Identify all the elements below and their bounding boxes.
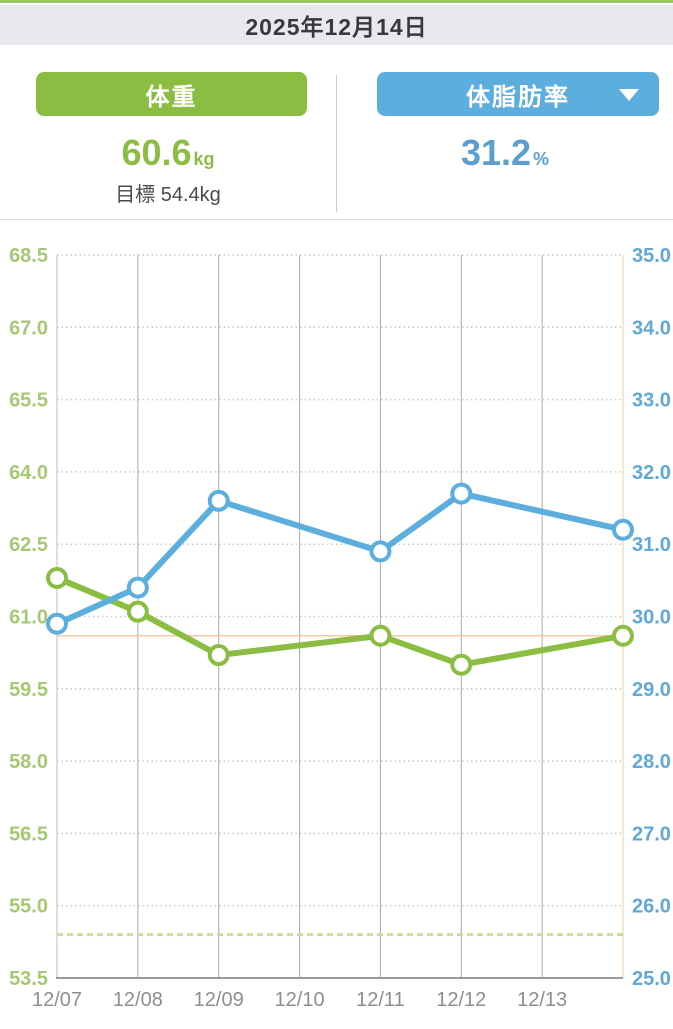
left-axis-tick-label: 58.0 xyxy=(9,751,48,773)
data-point-marker xyxy=(207,644,230,667)
right-axis-tick-label: 33.0 xyxy=(632,390,671,412)
card-divider xyxy=(336,75,337,212)
x-axis-tick-label: 12/09 xyxy=(194,989,244,1011)
right-axis-tick-label: 25.0 xyxy=(632,968,671,990)
data-point-marker xyxy=(46,612,68,635)
right-axis-tick-label: 34.0 xyxy=(632,317,671,339)
date-title: 2025年12月14日 xyxy=(245,14,428,40)
body-fat-card: 体脂肪率 31.2% xyxy=(337,45,673,219)
data-point-marker xyxy=(369,540,392,563)
left-axis-tick-label: 62.5 xyxy=(9,534,48,556)
left-axis-tick-label: 59.5 xyxy=(9,679,48,701)
top-accent-line xyxy=(0,0,673,3)
body-fat-tab-label: 体脂肪率 xyxy=(466,83,570,111)
right-axis-tick-label: 29.0 xyxy=(632,679,671,701)
metrics-panel: 体重 60.6 kg 目標 54.4kg 体脂肪率 31.2% xyxy=(0,45,673,220)
x-axis-tick-label: 12/10 xyxy=(275,989,325,1011)
weight-number: 60.6 xyxy=(121,132,192,173)
data-point-marker xyxy=(126,576,149,599)
left-axis-tick-label: 61.0 xyxy=(9,607,48,629)
weight-tab-label: 体重 xyxy=(145,83,198,111)
data-point-marker xyxy=(207,489,230,512)
weight-value: 60.6 kg xyxy=(0,133,336,173)
weight-card: 体重 60.6 kg 目標 54.4kg xyxy=(0,45,336,219)
x-axis-tick-label: 12/08 xyxy=(113,989,163,1011)
data-point-marker xyxy=(369,624,392,647)
left-axis-tick-label: 55.0 xyxy=(9,896,48,918)
x-axis-tick-label: 12/12 xyxy=(436,989,486,1011)
data-point-marker xyxy=(450,653,473,676)
left-axis-tick-label: 64.0 xyxy=(9,462,48,484)
data-point-marker xyxy=(612,518,634,541)
weight-unit: kg xyxy=(193,149,215,169)
series-line xyxy=(54,574,626,668)
body-fat-dropdown-button[interactable]: 体脂肪率 xyxy=(377,72,659,116)
x-axis-tick-label: 12/11 xyxy=(356,989,405,1011)
right-axis-tick-label: 28.0 xyxy=(632,751,671,773)
date-header-bar: 2025年12月14日 xyxy=(0,5,673,45)
right-axis-tick-label: 35.0 xyxy=(632,245,671,267)
left-axis-tick-label: 65.5 xyxy=(9,390,48,412)
left-axis-tick-label: 67.0 xyxy=(9,317,48,339)
body-fat-value: 31.2% xyxy=(337,133,673,173)
weight-goal-label: 目標 54.4kg xyxy=(115,184,221,206)
triangle-down-icon xyxy=(619,89,639,101)
right-axis-tick-label: 30.0 xyxy=(632,607,671,629)
left-axis-tick-label: 53.5 xyxy=(9,968,48,990)
right-axis-tick-label: 32.0 xyxy=(632,462,671,484)
right-axis-tick-label: 31.0 xyxy=(632,534,671,556)
data-point-marker xyxy=(46,566,68,589)
body-fat-number: 31.2 xyxy=(460,132,532,173)
weight-tab-button[interactable]: 体重 xyxy=(36,72,307,116)
left-axis-tick-label: 68.5 xyxy=(9,245,48,267)
right-axis-tick-label: 26.0 xyxy=(632,896,671,918)
data-point-marker xyxy=(450,482,473,505)
data-point-marker xyxy=(126,600,149,623)
x-axis-tick-label: 12/13 xyxy=(517,989,567,1011)
left-axis-tick-label: 56.5 xyxy=(9,823,48,845)
right-axis-tick-label: 27.0 xyxy=(632,823,671,845)
x-axis-tick-label: 12/07 xyxy=(32,989,82,1011)
data-point-marker xyxy=(612,624,634,647)
series-line xyxy=(54,490,626,627)
body-fat-unit: % xyxy=(533,149,550,169)
